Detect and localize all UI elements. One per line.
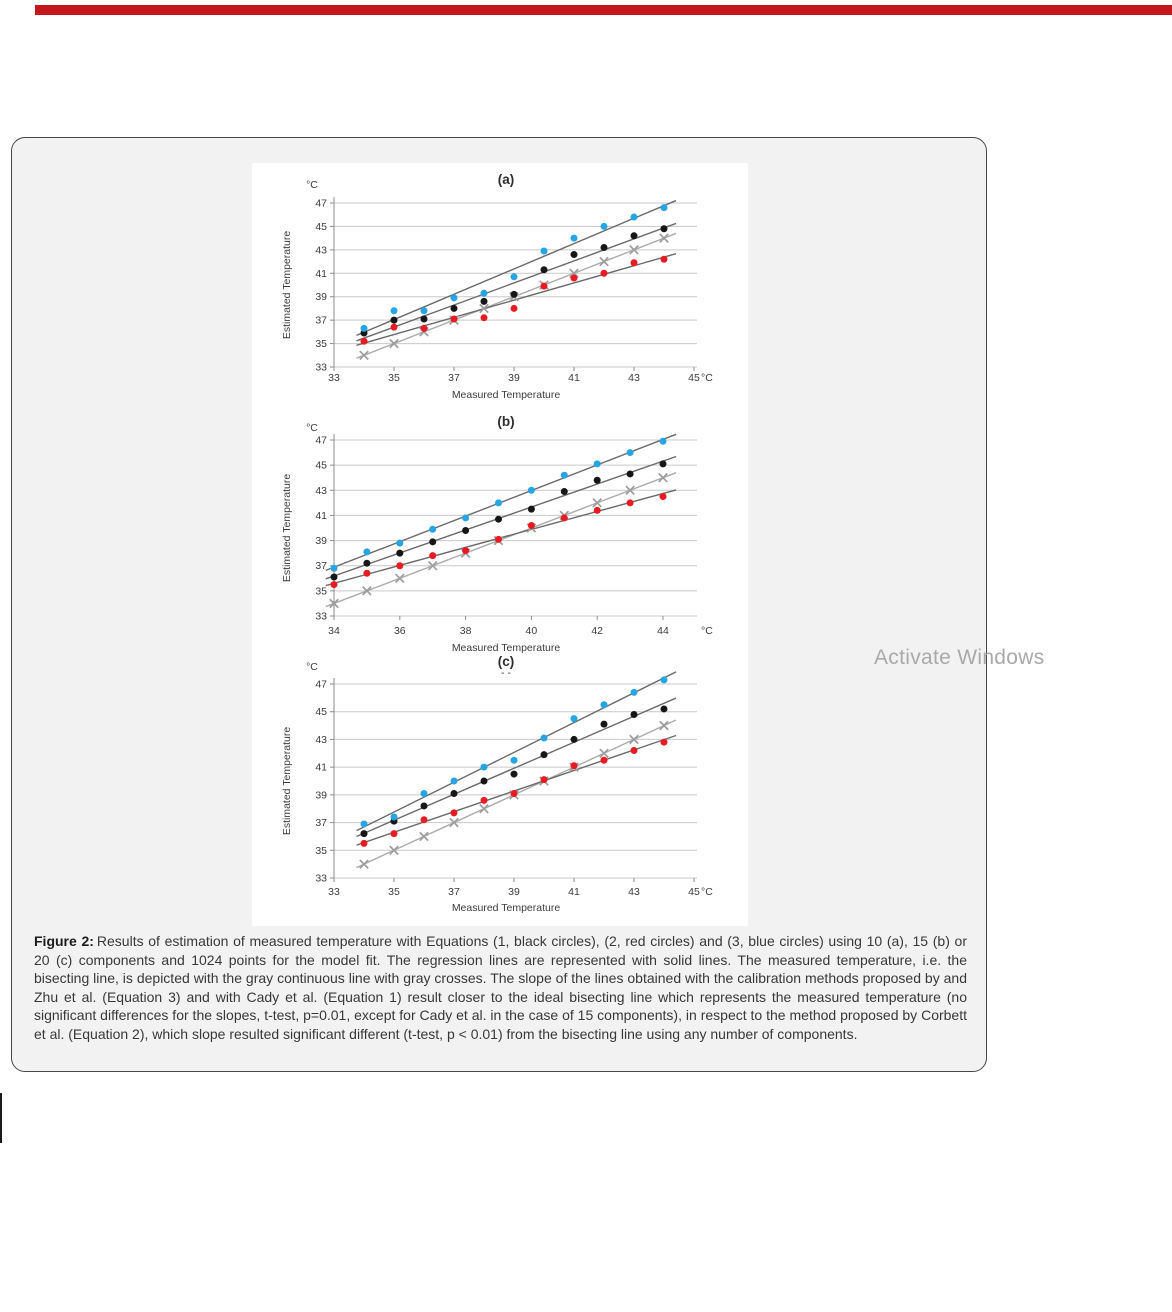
svg-text:41: 41 <box>568 886 580 898</box>
series-bisecting-crosses <box>359 720 669 869</box>
svg-text:°C: °C <box>701 372 713 384</box>
figure-box: 47 45 43 41 39 37 35 33 33 35 37 39 41 43 45 °C °C (a) Mea… <box>11 137 987 1072</box>
svg-text:37: 37 <box>315 560 327 572</box>
svg-text:33: 33 <box>315 611 327 623</box>
svg-text:38: 38 <box>460 625 472 637</box>
svg-text:Measured Temperature: Measured Temperature <box>452 902 561 914</box>
top-red-bar <box>35 5 1172 15</box>
svg-text:44: 44 <box>657 625 669 637</box>
svg-text:40: 40 <box>526 625 538 637</box>
svg-text:45: 45 <box>315 706 327 718</box>
series-equation-2-red <box>360 255 668 345</box>
svg-text:41: 41 <box>568 372 580 384</box>
activate-windows-watermark: Activate Windows <box>874 646 1045 669</box>
svg-text:33: 33 <box>328 372 340 384</box>
svg-text:43: 43 <box>628 886 640 898</box>
svg-text:45: 45 <box>315 460 327 472</box>
svg-text:37: 37 <box>315 315 327 327</box>
svg-text:(b): (b) <box>497 414 514 429</box>
figure-charts-panel: 47 45 43 41 39 37 35 33 33 35 37 39 41 43 45 °C °C (a) Mea… <box>252 163 748 926</box>
svg-text:42: 42 <box>591 625 603 637</box>
series-equation-3-blue <box>360 676 668 828</box>
svg-text:°C: °C <box>306 661 318 673</box>
svg-text:Estimated Temperature: Estimated Temperature <box>281 727 293 836</box>
svg-text:41: 41 <box>315 510 327 522</box>
series-equation-3-blue <box>360 204 668 332</box>
svg-text:39: 39 <box>315 789 327 801</box>
svg-text:Measured Temperature: Measured Temperature <box>452 389 561 401</box>
figure-caption: Figure 2: Results of estimation of measur… <box>34 932 967 1044</box>
svg-text:43: 43 <box>315 734 327 746</box>
svg-text:43: 43 <box>315 485 327 497</box>
svg-text:41: 41 <box>315 762 327 774</box>
svg-text:35: 35 <box>315 585 327 597</box>
svg-text:43: 43 <box>628 372 640 384</box>
series-equation-2-red <box>330 493 667 589</box>
svg-text:47: 47 <box>315 198 327 210</box>
svg-text:45: 45 <box>315 221 327 233</box>
svg-text:34: 34 <box>328 625 340 637</box>
svg-text:33: 33 <box>315 362 327 374</box>
svg-text:43: 43 <box>315 244 327 256</box>
svg-text:35: 35 <box>388 886 400 898</box>
svg-text:Measured Temperature: Measured Temperature <box>452 642 561 654</box>
svg-text:47: 47 <box>315 435 327 447</box>
svg-text:(c): (c) <box>498 654 515 669</box>
series-equation-1-black <box>330 460 667 581</box>
svg-text:41: 41 <box>315 268 327 280</box>
svg-text:35: 35 <box>315 845 327 857</box>
svg-text:36: 36 <box>394 625 406 637</box>
svg-text:°C: °C <box>306 422 318 434</box>
svg-text:°C: °C <box>701 886 713 898</box>
series-equation-3-blue <box>330 437 667 572</box>
svg-text:45: 45 <box>688 886 700 898</box>
svg-text:39: 39 <box>315 535 327 547</box>
svg-text:35: 35 <box>388 372 400 384</box>
svg-text:37: 37 <box>448 886 460 898</box>
svg-text:°C: °C <box>306 179 318 191</box>
svg-text:33: 33 <box>328 886 340 898</box>
series-equation-2-red <box>360 738 668 847</box>
svg-text:37: 37 <box>448 372 460 384</box>
svg-text:39: 39 <box>508 372 520 384</box>
svg-text:39: 39 <box>315 291 327 303</box>
svg-text:°C: °C <box>701 625 713 637</box>
svg-text:Estimated Temperature: Estimated Temperature <box>281 474 293 583</box>
svg-text:39: 39 <box>508 886 520 898</box>
svg-text:37: 37 <box>315 817 327 829</box>
svg-text:- -: - - <box>501 667 511 679</box>
svg-text:47: 47 <box>315 679 327 691</box>
svg-text:35: 35 <box>315 338 327 350</box>
figure-caption-text: Results of estimation of measured temper… <box>34 933 967 1042</box>
svg-text:Estimated Temperature: Estimated Temperature <box>281 231 293 340</box>
svg-text:(a): (a) <box>498 172 515 187</box>
left-edge-mark <box>0 1093 2 1143</box>
series-equation-1-black <box>360 705 668 838</box>
figure-caption-label: Figure 2: <box>34 933 94 949</box>
svg-text:45: 45 <box>688 372 700 384</box>
svg-text:33: 33 <box>315 873 327 885</box>
